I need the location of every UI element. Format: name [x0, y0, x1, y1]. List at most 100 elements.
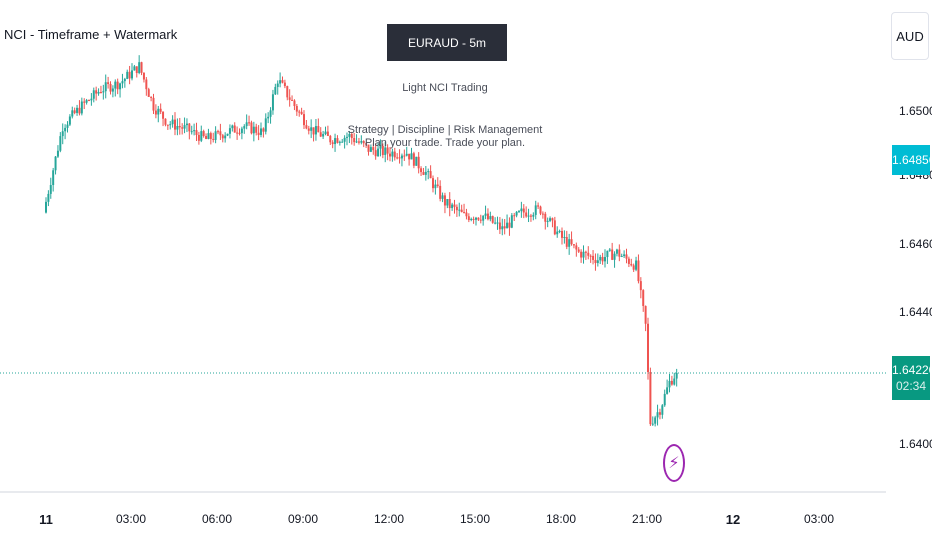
candle-body [319, 132, 322, 137]
candle-body [257, 132, 260, 135]
candle-body [558, 230, 561, 232]
candle-body [584, 251, 587, 253]
candle-body [525, 212, 528, 217]
candle-body [508, 222, 511, 228]
candle-body [281, 80, 284, 83]
candle-body [627, 258, 630, 264]
candle-body [565, 236, 568, 247]
candle-body [498, 222, 501, 230]
candle-body [207, 133, 210, 139]
candle-body [420, 168, 423, 173]
candle-body [286, 86, 289, 98]
candle-body [429, 171, 432, 179]
candle-body [307, 128, 310, 131]
x-tick-label: 03:00 [115, 512, 147, 526]
candle-body [95, 90, 98, 94]
candle-body [260, 128, 262, 135]
candle-body [231, 125, 234, 129]
candle-body [460, 209, 463, 213]
candle-body [360, 141, 363, 143]
candle-body [138, 62, 141, 74]
candle-body [88, 100, 90, 102]
candle-body [66, 124, 69, 128]
candle-body [427, 171, 430, 173]
candle-body [119, 83, 122, 90]
x-tick-label: 21:00 [631, 512, 663, 526]
candle-body [298, 111, 301, 113]
candle-body [649, 371, 652, 425]
candle-body [174, 119, 176, 130]
candle-body [54, 156, 57, 171]
candle-body [572, 244, 575, 246]
candle-body [391, 151, 394, 157]
candle-body [446, 199, 449, 206]
candle-body [494, 222, 497, 224]
candle-body [45, 201, 47, 213]
candle-body [384, 147, 387, 155]
candle-body [539, 206, 542, 214]
candle-body [465, 212, 468, 217]
candle-body [489, 216, 492, 220]
candle-body [453, 204, 456, 207]
candle-body [56, 150, 59, 157]
candle-body [238, 132, 241, 134]
candle-body [506, 222, 509, 229]
last-price-value: 1.64220 [892, 363, 932, 377]
candle-body [169, 124, 172, 126]
candle-body [107, 82, 110, 84]
candle-body [510, 215, 513, 228]
candle-body [417, 156, 420, 169]
candle-body [142, 72, 145, 80]
candle-body [276, 83, 279, 87]
candle-body [116, 81, 119, 90]
candle-body [606, 250, 609, 258]
candle-body [140, 62, 143, 73]
candle-body [212, 138, 215, 140]
candle-body [365, 143, 368, 145]
currency-button[interactable]: AUD [891, 12, 929, 60]
candle-body [135, 66, 138, 74]
candle-body [496, 222, 499, 224]
candle-body [300, 111, 303, 115]
candle-body [310, 127, 313, 131]
candle-body [52, 170, 55, 186]
indicator-title[interactable]: NCI - Timeframe + Watermark [4, 27, 178, 42]
y-tick-label: 1.64000 [899, 437, 932, 451]
candle-body [623, 254, 626, 257]
candle-body [350, 133, 353, 139]
candle-body [599, 256, 602, 261]
lightning-icon[interactable]: ⚡ [663, 444, 685, 482]
candle-body [267, 116, 270, 119]
candle-body [202, 131, 205, 136]
candle-body [651, 423, 654, 425]
candle-body [331, 142, 334, 145]
candle-body [625, 254, 628, 259]
candle-body [283, 82, 286, 87]
candle-body [613, 253, 616, 260]
candle-body [644, 305, 647, 324]
candle-body [520, 208, 523, 212]
watermark-tagline: Strategy | Discipline | Risk Management [347, 124, 543, 136]
candle-body [436, 184, 439, 186]
candle-body [243, 126, 246, 129]
candle-body [362, 141, 365, 144]
candle-body [484, 213, 487, 216]
candle-body [451, 204, 454, 209]
candle-body [658, 412, 661, 415]
candle-body [80, 101, 83, 114]
candle-body [252, 126, 255, 134]
candle-body [396, 157, 399, 159]
candle-body [467, 216, 470, 220]
candle-body [262, 128, 265, 132]
candle-body [274, 86, 277, 95]
candle-body [114, 81, 117, 89]
candle-body [432, 178, 434, 189]
candle-body [470, 218, 473, 220]
candle-body [589, 255, 592, 257]
candle-body [518, 211, 520, 213]
candle-body [111, 88, 114, 92]
x-tick-label: 09:00 [287, 512, 319, 526]
candle-body [183, 125, 186, 129]
x-tick-label: 12 [725, 512, 741, 527]
